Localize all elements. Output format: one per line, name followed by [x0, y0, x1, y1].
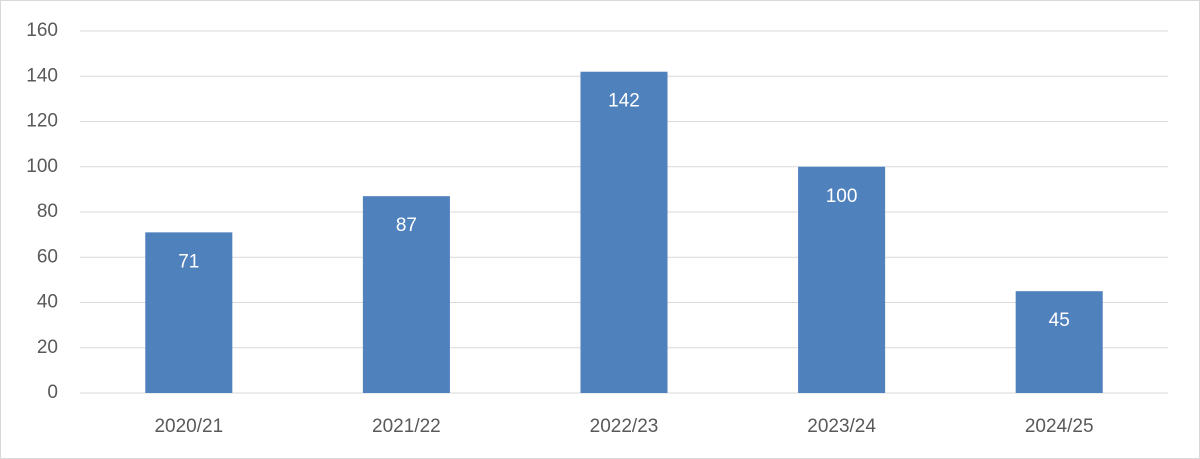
data-label: 45 [1049, 310, 1070, 331]
data-label: 100 [826, 186, 858, 207]
y-tick-label: 40 [37, 292, 58, 313]
x-tick-label: 2022/23 [590, 416, 659, 437]
y-tick-label: 60 [37, 246, 58, 267]
bar [580, 71, 668, 393]
bar [1015, 291, 1103, 393]
data-label: 71 [178, 251, 199, 272]
x-tick-label: 2020/21 [154, 416, 223, 437]
bar [145, 232, 233, 393]
x-tick-label: 2024/25 [1025, 416, 1094, 437]
y-tick-label: 20 [37, 337, 58, 358]
y-tick-label: 120 [26, 111, 58, 132]
y-tick-label: 140 [26, 65, 58, 86]
y-tick-label: 160 [26, 20, 58, 41]
data-label: 142 [608, 91, 640, 112]
x-tick-label: 2021/22 [372, 416, 441, 437]
y-tick-label: 80 [37, 201, 58, 222]
y-tick-label: 100 [26, 156, 58, 177]
y-tick-label: 0 [47, 382, 58, 403]
x-tick-label: 2023/24 [807, 416, 876, 437]
bar [798, 166, 886, 393]
data-label: 87 [396, 215, 417, 236]
bar [362, 196, 450, 393]
